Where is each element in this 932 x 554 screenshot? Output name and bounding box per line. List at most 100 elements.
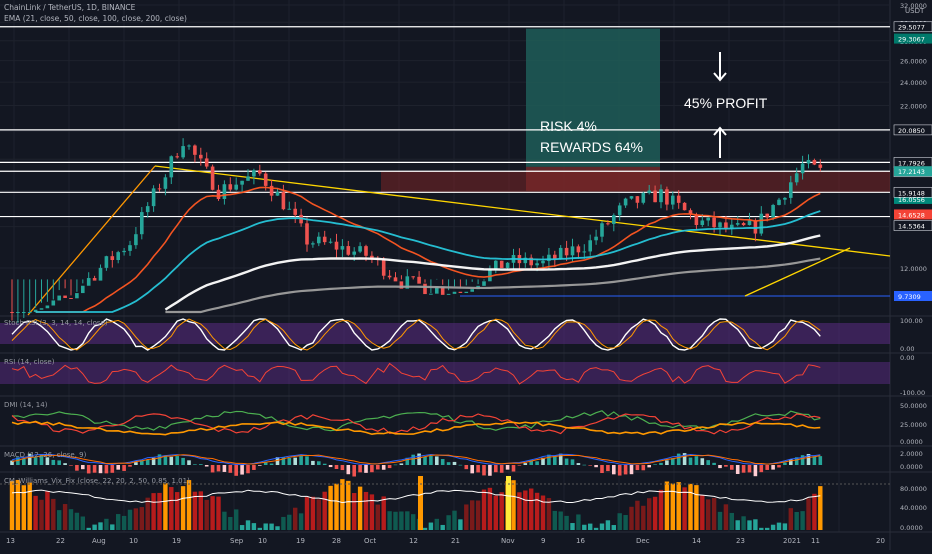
cm-bar[interactable] [546, 498, 552, 530]
cm-bar[interactable] [700, 495, 705, 530]
candle[interactable] [305, 223, 309, 245]
rsi-pane[interactable]: 0.00 -100.00 [0, 354, 925, 397]
candle[interactable] [594, 236, 598, 241]
macd-bar[interactable] [287, 458, 292, 465]
cm-bar[interactable] [806, 498, 811, 530]
trendline-up[interactable] [27, 165, 156, 316]
macd-bar[interactable] [258, 465, 262, 466]
cm-bar[interactable] [658, 489, 664, 530]
candle[interactable] [547, 254, 551, 261]
candle[interactable] [317, 236, 321, 244]
candle[interactable] [806, 160, 811, 164]
macd-bar[interactable] [812, 456, 817, 465]
candle[interactable] [612, 215, 616, 224]
macd-bar[interactable] [606, 465, 610, 472]
main-pane[interactable] [0, 26, 891, 324]
cm-bar[interactable] [51, 498, 56, 530]
macd-bar[interactable] [275, 457, 280, 465]
macd-bar[interactable] [358, 465, 362, 473]
candle[interactable] [151, 188, 156, 207]
macd-bar[interactable] [564, 458, 569, 465]
macd-bar[interactable] [700, 458, 705, 465]
macd-bar[interactable] [381, 465, 386, 470]
cm-pane-label[interactable]: CM_Williams_Vix_Fix (close, 22, 20, 2, 5… [4, 477, 190, 485]
macd-bar[interactable] [818, 456, 823, 465]
macd-bar[interactable] [665, 460, 669, 465]
candle[interactable] [429, 293, 433, 295]
cm-bar[interactable] [228, 517, 233, 530]
macd-bar[interactable] [145, 459, 150, 465]
macd-bar[interactable] [535, 461, 539, 465]
macd-bar[interactable] [122, 465, 126, 471]
cm-bar[interactable] [422, 527, 428, 530]
candle[interactable] [57, 295, 61, 301]
cm-bar[interactable] [239, 525, 245, 530]
candle[interactable] [340, 246, 345, 250]
rsi-pane-label[interactable]: RSI (14, close) [4, 358, 55, 366]
cm-bar[interactable] [381, 496, 386, 530]
stoch-d-line[interactable] [11, 318, 821, 351]
cm-bar[interactable] [641, 505, 646, 530]
candle[interactable] [523, 257, 528, 264]
candle[interactable] [423, 283, 427, 295]
candle[interactable] [688, 210, 693, 215]
cm-bar[interactable] [387, 511, 392, 530]
macd-bar[interactable] [517, 465, 522, 466]
cm-bar[interactable] [39, 499, 44, 530]
cm-bar[interactable] [458, 519, 463, 530]
cm-bar[interactable] [723, 504, 729, 530]
cm-bar[interactable] [222, 511, 227, 530]
cm-bar[interactable] [481, 489, 487, 530]
cm-bar[interactable] [257, 527, 262, 530]
macd-bar[interactable] [806, 453, 811, 465]
macd-bar[interactable] [187, 460, 191, 465]
cm-bar[interactable] [588, 523, 593, 530]
cm-bar[interactable] [62, 504, 68, 530]
cm-bar[interactable] [434, 518, 439, 530]
candle[interactable] [452, 291, 457, 294]
cm-bar[interactable] [139, 507, 144, 530]
cm-bar[interactable] [74, 512, 80, 530]
cm-bar[interactable] [169, 487, 174, 530]
signal-line[interactable] [11, 454, 821, 465]
candle[interactable] [558, 247, 563, 260]
cm-bar[interactable] [688, 483, 693, 530]
cm-bar[interactable] [570, 523, 575, 530]
cm-bar[interactable] [517, 492, 522, 530]
candle[interactable] [163, 177, 168, 189]
macd-bar[interactable] [116, 465, 120, 470]
candle[interactable] [157, 188, 162, 190]
cm-bar[interactable] [340, 479, 345, 530]
cm-bar[interactable] [405, 511, 410, 530]
macd-bar[interactable] [204, 465, 209, 467]
candle[interactable] [334, 241, 339, 250]
cm-line[interactable] [11, 489, 821, 504]
macd-bar[interactable] [765, 465, 769, 470]
cm-bar[interactable] [104, 518, 109, 530]
cm-bar[interactable] [175, 492, 180, 530]
candle[interactable] [311, 243, 315, 245]
candle[interactable] [387, 275, 392, 278]
candle[interactable] [169, 156, 174, 178]
macd-bar[interactable] [594, 465, 598, 468]
cm-bar[interactable] [322, 491, 327, 530]
cm-bar[interactable] [145, 497, 150, 530]
cm-bar[interactable] [440, 524, 445, 530]
macd-bar[interactable] [399, 463, 404, 465]
macd-bar[interactable] [682, 453, 687, 465]
trendline-down[interactable] [154, 165, 891, 257]
candle[interactable] [535, 263, 539, 266]
candle[interactable] [641, 193, 646, 203]
candle[interactable] [647, 190, 651, 194]
candle[interactable] [128, 245, 132, 251]
macd-bar[interactable] [151, 457, 156, 465]
cm-bar[interactable] [411, 514, 416, 530]
macd-bar[interactable] [252, 465, 256, 470]
macd-bar[interactable] [600, 465, 604, 474]
macd-bar[interactable] [134, 462, 138, 465]
cm-bar[interactable] [298, 513, 304, 530]
cm-bar[interactable] [251, 523, 257, 530]
candle[interactable] [665, 189, 669, 205]
candle[interactable] [712, 217, 716, 228]
candle[interactable] [122, 250, 126, 253]
